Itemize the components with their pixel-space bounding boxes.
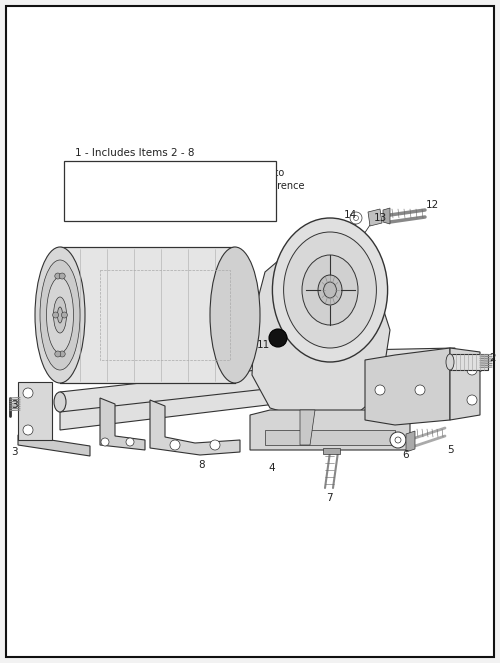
Polygon shape: [18, 435, 90, 456]
Ellipse shape: [35, 247, 85, 383]
Bar: [100, 270, 230, 360]
Text: 13: 13: [374, 213, 386, 223]
Polygon shape: [300, 410, 315, 445]
Polygon shape: [60, 247, 235, 383]
Ellipse shape: [54, 297, 66, 333]
Text: 3: 3: [10, 400, 18, 410]
Polygon shape: [450, 348, 480, 420]
Polygon shape: [250, 410, 410, 450]
Circle shape: [59, 273, 65, 279]
Text: 3: 3: [10, 447, 18, 457]
Ellipse shape: [272, 218, 388, 362]
Ellipse shape: [302, 255, 358, 325]
Polygon shape: [368, 209, 382, 226]
Text: 1 - Includes Items 2 - 8: 1 - Includes Items 2 - 8: [75, 148, 194, 158]
Ellipse shape: [54, 392, 66, 412]
Circle shape: [467, 365, 477, 375]
Circle shape: [52, 312, 59, 318]
Text: NOTE:: NOTE:: [70, 168, 104, 178]
FancyBboxPatch shape: [6, 6, 494, 657]
Ellipse shape: [446, 354, 454, 370]
Text: 2: 2: [490, 353, 496, 363]
Circle shape: [55, 351, 61, 357]
Circle shape: [59, 351, 65, 357]
Circle shape: [101, 438, 109, 446]
Polygon shape: [265, 430, 395, 445]
FancyBboxPatch shape: [64, 161, 276, 221]
Ellipse shape: [46, 277, 74, 353]
Polygon shape: [150, 400, 240, 455]
Polygon shape: [323, 448, 340, 454]
Polygon shape: [60, 358, 450, 430]
Text: 12: 12: [426, 200, 438, 210]
Circle shape: [126, 438, 134, 446]
Text: 11: 11: [256, 340, 270, 350]
Text: 14: 14: [344, 210, 356, 220]
Polygon shape: [360, 348, 455, 370]
Ellipse shape: [210, 247, 260, 383]
Circle shape: [62, 312, 68, 318]
Text: 4: 4: [268, 463, 276, 473]
Circle shape: [210, 440, 220, 450]
Text: 6: 6: [402, 450, 409, 460]
Circle shape: [467, 395, 477, 405]
Circle shape: [395, 437, 401, 443]
Ellipse shape: [284, 232, 376, 348]
Ellipse shape: [40, 260, 80, 370]
Circle shape: [23, 425, 33, 435]
Polygon shape: [100, 398, 145, 450]
Circle shape: [350, 212, 362, 224]
Polygon shape: [406, 431, 415, 452]
Polygon shape: [252, 232, 390, 420]
Circle shape: [354, 215, 358, 221]
Ellipse shape: [58, 307, 62, 323]
Polygon shape: [383, 208, 390, 224]
Polygon shape: [365, 348, 450, 425]
Polygon shape: [450, 354, 488, 370]
Circle shape: [55, 273, 61, 279]
Text: part number 15.: part number 15.: [110, 194, 190, 204]
Text: male spline before assembly. Reference: male spline before assembly. Reference: [110, 181, 304, 191]
Circle shape: [170, 440, 180, 450]
Ellipse shape: [324, 282, 336, 298]
Text: 7: 7: [326, 493, 332, 503]
Polygon shape: [18, 382, 52, 440]
Text: 8: 8: [198, 460, 205, 470]
Circle shape: [415, 385, 425, 395]
Polygon shape: [60, 368, 275, 412]
Ellipse shape: [318, 275, 342, 305]
Circle shape: [269, 329, 287, 347]
Circle shape: [23, 388, 33, 398]
Text: 5: 5: [446, 445, 454, 455]
Circle shape: [375, 385, 385, 395]
Text: Apply a light coat of moly grease to: Apply a light coat of moly grease to: [110, 168, 284, 178]
Circle shape: [390, 432, 406, 448]
